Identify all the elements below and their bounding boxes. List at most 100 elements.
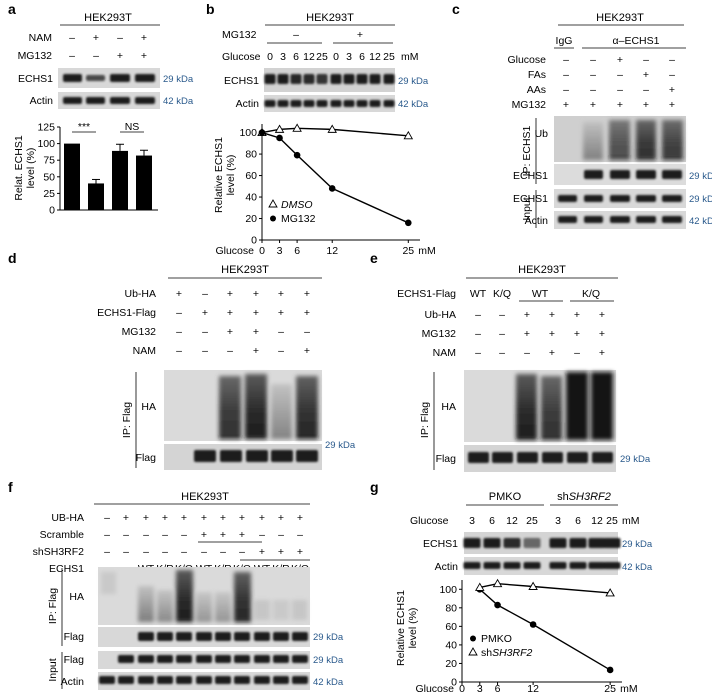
band xyxy=(215,655,231,663)
panel-d-row-value: – xyxy=(278,326,284,338)
panel-d-condition-rows: Ub-HA + – + + + + ECHS1-Flag – + + + + + MG132 – – + + – – NA… xyxy=(97,288,310,357)
panel-f-row-value: – xyxy=(181,546,187,558)
panel-c-antibody: α–ECHS1 xyxy=(613,35,660,47)
panel-d: d HEK293T Ub-HA + – + + + + ECHS1-Flag – + + + + + MG1… xyxy=(8,250,356,470)
panel-a-ylabel-line1: Relat. ECHS1 xyxy=(13,135,25,201)
y-tick-label: 0 xyxy=(451,677,457,689)
panel-e-row-value: + xyxy=(549,347,555,359)
panel-a-echs1-kda: 29 kDa xyxy=(163,74,194,85)
band xyxy=(277,74,289,84)
y-tick-label: 40 xyxy=(445,639,457,651)
ha-smear xyxy=(516,374,537,440)
panel-d-row-value: – xyxy=(202,345,208,357)
panel-e-flag-blot xyxy=(464,445,616,472)
panel-e-row-label: Ub-HA xyxy=(424,309,456,321)
panel-b-mg-plus: + xyxy=(357,29,363,41)
ha-smear xyxy=(591,372,613,440)
panel-c-row-label: Glucose xyxy=(507,54,546,66)
ha-smear xyxy=(245,374,267,439)
band xyxy=(303,74,315,84)
ha-smear xyxy=(292,600,307,620)
panel-g-glucose-value: 25 xyxy=(526,515,538,527)
ha-smear xyxy=(138,586,154,622)
band xyxy=(157,632,173,641)
point-PMKO xyxy=(606,666,614,674)
panel-c-echs1-input-label: ECHS1 xyxy=(513,193,548,205)
y-tick-label: 80 xyxy=(445,602,457,614)
y-tick-label: 75 xyxy=(43,155,55,167)
band xyxy=(196,632,212,641)
panel-d-flag-label: Flag xyxy=(136,452,157,464)
panel-f-row-value: + xyxy=(220,529,226,541)
y-tick-label: 100 xyxy=(439,584,457,596)
band xyxy=(135,74,155,82)
band xyxy=(610,195,630,202)
band xyxy=(86,75,105,81)
panel-c-row-value: + xyxy=(669,84,675,96)
band xyxy=(569,538,587,548)
band xyxy=(483,562,501,569)
panel-e-row-label: MG132 xyxy=(422,328,457,340)
panel-c-row-value: + xyxy=(669,99,675,111)
panel-g-line-chart: 0 20 40 60 80 100 0 3 6 12 25 Glucose mM PMKO shSH3RF2 xyxy=(415,578,638,694)
panel-f-row-label: ECHS1 xyxy=(49,563,84,575)
panel-e-condition-rows: Ub-HA – – + + + + MG132 – – + + + + NAM – – – + – + xyxy=(422,309,606,359)
panel-d-ip-label: IP: Flag xyxy=(121,402,133,438)
panel-b-glucose-value: 25 xyxy=(383,51,395,63)
panel-f-row-value: + xyxy=(123,512,129,524)
ha-smear xyxy=(296,376,318,439)
panel-b-label: b xyxy=(206,1,215,17)
ha-smear xyxy=(271,384,292,439)
panel-b-glucose-value: 0 xyxy=(267,51,273,63)
panel-b-echs1-label: ECHS1 xyxy=(224,75,259,87)
band xyxy=(662,216,682,223)
panel-d-row-value: – xyxy=(176,326,182,338)
band xyxy=(296,450,318,462)
panel-f-row-value: + xyxy=(278,512,284,524)
band xyxy=(316,74,328,84)
ub-smear xyxy=(583,122,603,160)
band xyxy=(157,655,173,663)
x-tick-label: 25 xyxy=(604,683,616,694)
panel-f-cell-line: HEK293T xyxy=(181,491,229,503)
panel-c-ub-smears xyxy=(583,120,683,160)
panel-g-echs1-blot xyxy=(464,532,618,554)
panel-b-echs1-bands xyxy=(264,74,395,84)
band xyxy=(356,74,368,84)
band xyxy=(463,562,481,569)
panel-d-row-value: – xyxy=(202,288,208,300)
band xyxy=(330,100,342,107)
panel-b-glucose-value: 3 xyxy=(280,51,286,63)
panel-e-row-value: – xyxy=(475,309,481,321)
panel-g-glucose-value: 12 xyxy=(506,515,518,527)
panel-b-mg-minus: – xyxy=(293,29,299,41)
panel-f-row-value: + xyxy=(259,546,265,558)
ha-smear xyxy=(196,592,212,622)
panel-f-row-value: + xyxy=(162,512,168,524)
panel-e-row-value: + xyxy=(549,328,555,340)
band xyxy=(549,562,567,569)
panel-g-group-sh: shSH3RF2 xyxy=(557,491,611,503)
legend-label: shSH3RF2 xyxy=(481,647,533,659)
panel-d-row-value: + xyxy=(227,326,233,338)
y-tick-label: 80 xyxy=(245,149,257,161)
panel-f-row-value: – xyxy=(143,529,149,541)
panel-c-row-value: – xyxy=(590,54,596,66)
band xyxy=(234,676,250,684)
band xyxy=(138,655,154,663)
band xyxy=(273,632,289,641)
panel-c-row-value: – xyxy=(590,69,596,81)
panel-d-row-label: Ub-HA xyxy=(124,288,156,300)
panel-b-glucose-value: 12 xyxy=(303,51,315,63)
panel-e-row-value: + xyxy=(549,309,555,321)
panel-f-row-value: + xyxy=(259,512,265,524)
panel-e-row-value: + xyxy=(574,328,580,340)
ub-smear xyxy=(609,120,630,160)
panel-d-flag-bands xyxy=(194,450,318,462)
panel-b-glucose-label: Glucose xyxy=(222,51,261,63)
panel-d-row-value: + xyxy=(227,288,233,300)
series-line-PMKO xyxy=(479,588,611,671)
band xyxy=(215,676,231,684)
band xyxy=(86,97,105,104)
band xyxy=(303,100,315,107)
